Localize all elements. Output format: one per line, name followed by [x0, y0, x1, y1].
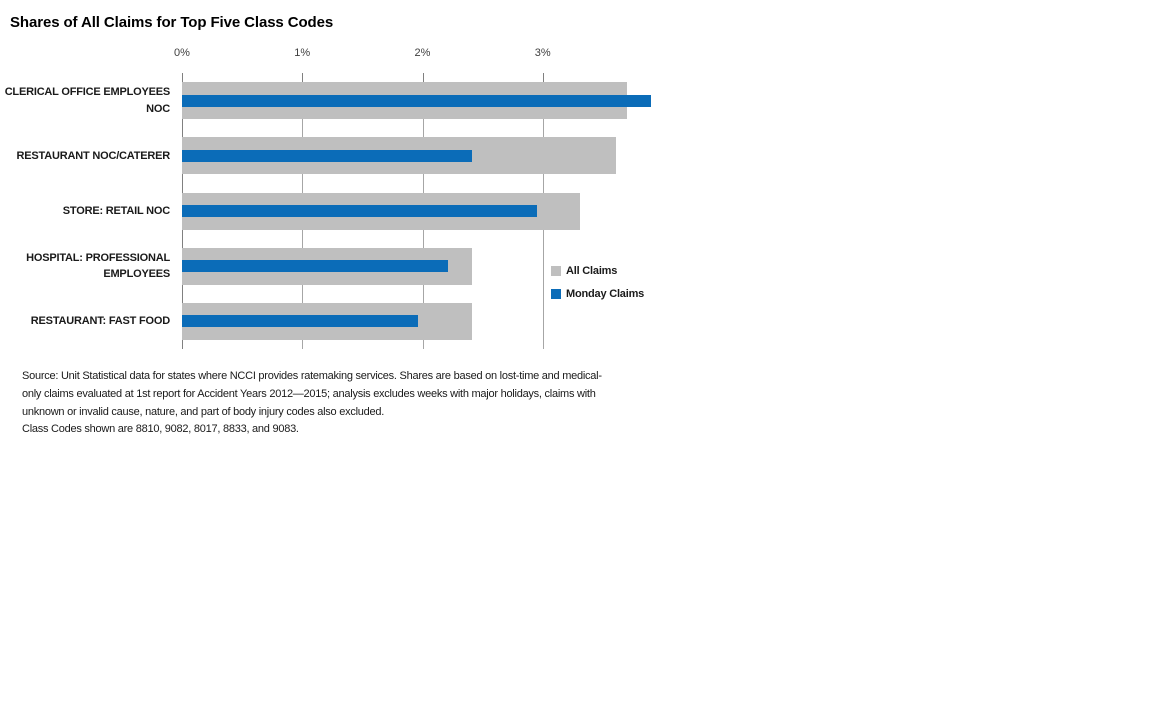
- legend: All Claims Monday Claims: [551, 265, 644, 311]
- all-claims-swatch-icon: [551, 266, 561, 276]
- category-axis-labels: CLERICAL OFFICE EMPLOYEES NOC RESTAURANT N…: [0, 73, 171, 349]
- plot-area: 0% 1% 2% 3%: [174, 47, 663, 349]
- legend-item-monday-claims: Monday Claims: [551, 288, 644, 300]
- axis-tick-label: 3%: [534, 47, 551, 59]
- chart-title: Shares of All Claims for Top Five Class …: [10, 14, 334, 31]
- footnote-line: unknown or invalid cause, nature, and pa…: [22, 405, 385, 418]
- axis-tick-label: 0%: [174, 47, 190, 59]
- bar-monday-claims-2: [182, 205, 537, 217]
- category-label-1: RESTAURANT NOC/CATERER: [16, 149, 171, 162]
- axis-tick-label: 2%: [414, 47, 431, 59]
- bar-monday-claims-3: [182, 260, 448, 273]
- monday-claims-swatch-icon: [551, 289, 561, 299]
- axis-tickmark: [422, 73, 424, 83]
- legend-item-all-claims: All Claims: [551, 265, 644, 277]
- bar-monday-claims-1: [182, 149, 472, 162]
- category-label-3: HOSPITAL: PROFESSIONAL EMPLOYEES: [26, 251, 170, 281]
- category-label-0: CLERICAL OFFICE EMPLOYEES NOC: [4, 86, 171, 115]
- legend-label: Monday Claims: [566, 288, 645, 300]
- legend-label: All Claims: [566, 265, 618, 277]
- axis-tick-label: 1%: [294, 47, 311, 59]
- footnote-line: only claims evaluated at 1st report for …: [22, 387, 596, 400]
- bar-monday-claims-4: [182, 315, 418, 328]
- category-label-4: RESTAURANT: FAST FOOD: [30, 315, 170, 328]
- footnote-line: Source: Unit Statistical data for states…: [22, 370, 602, 382]
- axis-tickmark: [542, 73, 544, 83]
- axis-tickmark: [302, 73, 304, 83]
- axis-tickmark: [182, 73, 183, 83]
- source-footnote: Source: Unit Statistical data for states…: [22, 368, 652, 439]
- bar-monday-claims-0: [182, 94, 651, 107]
- footnote-line: Class Codes shown are 8810, 9082, 8017, …: [22, 423, 299, 436]
- category-label-2: STORE: RETAIL NOC: [62, 204, 170, 217]
